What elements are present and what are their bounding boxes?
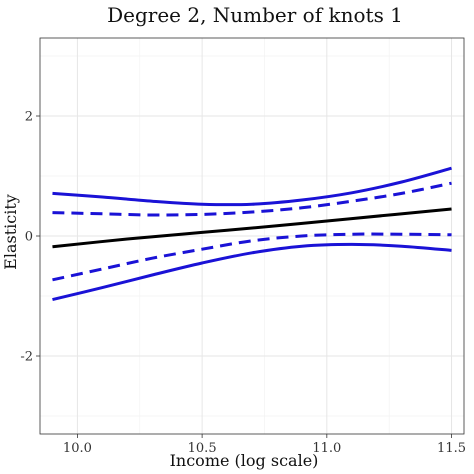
y-tick-label: 2 bbox=[25, 110, 33, 125]
series-line-lower-inner bbox=[52, 232, 452, 282]
series-line-upper-inner bbox=[52, 181, 452, 217]
series-line-estimate bbox=[52, 207, 452, 249]
x-tick-label: 11.0 bbox=[312, 441, 341, 456]
chart-title: Degree 2, Number of knots 1 bbox=[107, 3, 403, 27]
y-axis: -2 0 2 bbox=[20, 110, 40, 365]
series-line-upper-outer bbox=[52, 166, 452, 207]
y-tick-label: -2 bbox=[20, 350, 33, 365]
series-layer bbox=[52, 166, 452, 302]
x-axis-label: Income (log scale) bbox=[170, 451, 319, 470]
x-tick-label: 10.0 bbox=[63, 441, 92, 456]
x-axis: 10.0 10.5 11.0 11.5 bbox=[63, 434, 466, 456]
y-tick-label: 0 bbox=[25, 230, 33, 245]
x-tick-label: 11.5 bbox=[437, 441, 466, 456]
major-grid bbox=[40, 38, 464, 434]
series-line-lower-outer bbox=[52, 242, 452, 302]
x-tick-label: 10.5 bbox=[188, 441, 217, 456]
y-axis-label: Elasticity bbox=[1, 194, 20, 270]
